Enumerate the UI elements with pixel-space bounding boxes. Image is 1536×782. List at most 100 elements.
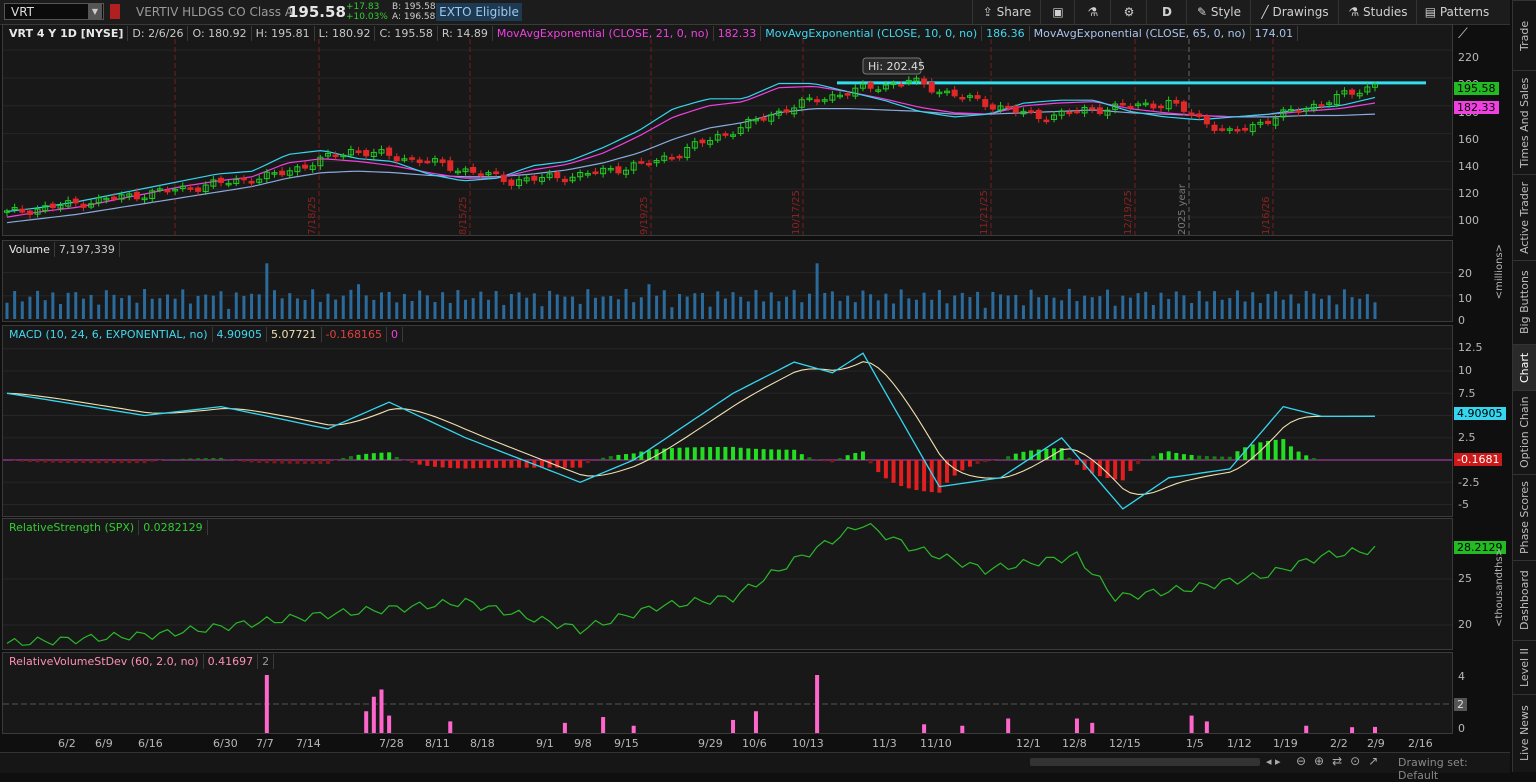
volume-bar <box>487 300 490 319</box>
volume-bar <box>831 291 834 319</box>
macd-histogram-bar <box>104 460 108 463</box>
volume-bar <box>625 289 628 319</box>
sidebar-tab-times-and-sales[interactable]: Times And Sales <box>1513 70 1536 174</box>
candle-body <box>1266 121 1271 123</box>
macd-histogram-bar <box>1014 454 1018 460</box>
volume-bar <box>495 291 498 319</box>
volume-bar <box>877 300 880 319</box>
patterns-button[interactable]: ▤ Patterns <box>1416 0 1497 24</box>
horizontal-scrollbar[interactable] <box>1030 758 1260 766</box>
candle-body <box>646 163 651 165</box>
macd-histogram-bar <box>1213 456 1217 460</box>
snapshot-button[interactable]: ▣ <box>1040 0 1075 24</box>
macd-y-axis: 12.5 10 7.5 2.5 -2.5 -5 4.90905 -0.1681 <box>1454 325 1510 517</box>
volume-bar <box>991 292 994 319</box>
volume-bar <box>579 304 582 319</box>
candle-body <box>532 176 537 180</box>
volume-bar <box>51 292 54 319</box>
candle-body <box>922 79 927 84</box>
rs-chart[interactable] <box>3 519 1452 649</box>
macd-histogram-bar <box>272 460 276 463</box>
rv-chart[interactable] <box>3 653 1452 733</box>
sidebar-tab-live-news[interactable]: Live News <box>1513 694 1536 772</box>
expiration-label: 1/16/26 <box>1261 196 1272 235</box>
style-icon: ✎ <box>1197 5 1207 19</box>
candle-body <box>303 165 308 168</box>
volume-bar <box>1328 295 1331 319</box>
sidebar-tab-trade[interactable]: Trade <box>1513 0 1536 70</box>
rv-pane[interactable]: RelativeVolumeStDev (60, 2.0, no)0.41697… <box>2 652 1453 734</box>
link-flag-icon[interactable] <box>110 4 120 19</box>
studies-button[interactable]: ⚗ Studies <box>1338 0 1417 24</box>
sidebar-tab-active-trader[interactable]: Active Trader <box>1513 174 1536 260</box>
volume-bar <box>143 289 146 319</box>
volume-bar <box>655 296 658 319</box>
volume-chart[interactable] <box>3 241 1452 321</box>
sidebar-tab-level-ii[interactable]: Level II <box>1513 640 1536 694</box>
volume-bar <box>1022 305 1025 319</box>
volume-bar <box>839 301 842 319</box>
macd-histogram-bar <box>357 455 361 460</box>
last-price-badge: 195.58 <box>1454 82 1499 95</box>
macd-pane[interactable]: MACD (10, 24, 6, EXPONENTIAL, no)4.90905… <box>2 325 1453 517</box>
macd-histogram-bar <box>211 458 215 460</box>
candle-body <box>983 100 988 107</box>
share-button[interactable]: ⇪ Share <box>972 0 1041 24</box>
style-button[interactable]: ✎ Style <box>1186 0 1251 24</box>
drawing-tool-icon[interactable]: ⟋ <box>1458 26 1476 42</box>
expiration-label: 11/21/25 <box>979 190 990 235</box>
sidebar-tab-chart[interactable]: Chart <box>1513 344 1536 390</box>
volume-bar <box>869 294 872 319</box>
volume-bar <box>999 294 1002 319</box>
volume-bar <box>6 303 9 319</box>
zoom-controls-icon[interactable]: ⊖⊕⇄⊙↗ <box>1296 754 1386 768</box>
macd-histogram-bar <box>899 460 903 486</box>
y-tick: 10 <box>1458 364 1472 377</box>
candle-body <box>960 98 965 100</box>
macd-histogram-bar <box>379 453 383 460</box>
candle-body <box>1044 120 1049 122</box>
scroll-arrows-icon[interactable]: ◂ ▸ <box>1266 755 1281 768</box>
volume-bar <box>158 298 161 319</box>
macd-histogram-bar <box>135 460 139 463</box>
macd-histogram-bar <box>914 460 918 490</box>
macd-histogram-bar <box>464 460 468 469</box>
y-tick: 25 <box>1458 572 1472 585</box>
exto-badge: EXTO Eligible <box>436 3 522 21</box>
sidebar-tab-option-chain[interactable]: Option Chain <box>1513 390 1536 474</box>
sidebar-tab-phase-scores[interactable]: Phase Scores <box>1513 474 1536 560</box>
volume-bar <box>923 293 926 319</box>
symbol-dropdown-icon[interactable]: ▼ <box>88 4 102 19</box>
macd-histogram-bar <box>1006 456 1010 460</box>
volume-bar <box>219 291 222 319</box>
y-tick: 140 <box>1458 160 1479 173</box>
x-tick: 1/5 <box>1186 737 1204 750</box>
drawings-button[interactable]: ╱ Drawings <box>1250 0 1339 24</box>
volume-bar <box>1366 294 1369 319</box>
macd-histogram-bar <box>471 460 475 468</box>
macd-histogram-bar <box>609 456 613 460</box>
macd-histogram-bar <box>563 460 567 468</box>
macd-chart[interactable] <box>3 326 1452 516</box>
company-name: VERTIV HLDGS CO Class A <box>136 5 293 19</box>
volume-bar <box>976 292 979 319</box>
x-tick: 6/30 <box>213 737 238 750</box>
candle-body <box>639 162 644 164</box>
candle-body <box>494 172 499 174</box>
studies-label: Studies <box>1363 5 1408 19</box>
sidebar-tab-big-buttons[interactable]: Big Buttons <box>1513 260 1536 344</box>
candle-body <box>1036 110 1041 118</box>
volume-bar <box>762 301 765 319</box>
aggregation-button[interactable]: D <box>1146 0 1187 24</box>
settings-button[interactable]: ⚙ <box>1110 0 1147 24</box>
flask-button[interactable]: ⚗ <box>1074 0 1111 24</box>
rs-pane[interactable]: RelativeStrength (SPX)0.0282129 <box>2 518 1453 650</box>
sidebar-tab-dashboard[interactable]: Dashboard <box>1513 560 1536 640</box>
volume-bar <box>709 307 712 319</box>
macd-histogram-bar <box>318 460 322 464</box>
top-toolbar: VRT ▼ VERTIV HLDGS CO Class A 195.58 +17… <box>0 0 1510 25</box>
macd-histogram-bar <box>716 447 720 460</box>
